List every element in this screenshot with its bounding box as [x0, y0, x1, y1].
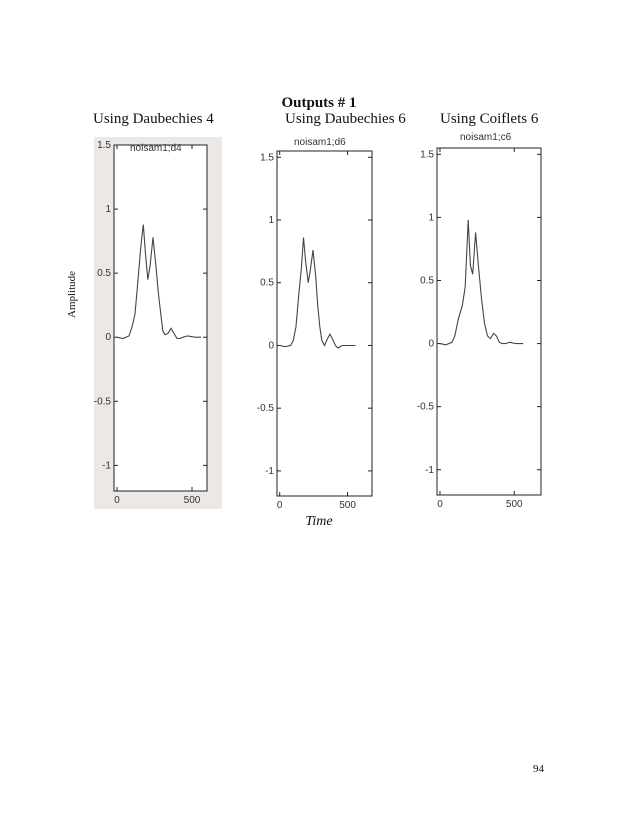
signal-line	[439, 219, 524, 346]
x-tick-label: 0	[437, 499, 443, 510]
plot-frame	[113, 144, 208, 492]
y-tick-label: 0.5	[97, 268, 111, 279]
y-tick-label: 1.5	[420, 149, 434, 160]
x-axis-label: Time	[305, 514, 333, 529]
x-tick-label: 500	[339, 500, 356, 511]
page-number: 94	[533, 763, 544, 775]
chart-panel-coiflets-6: noisam1;c6 -1 -0.5 0 0.5 1 1.5 0 500	[417, 132, 542, 510]
signal-line	[279, 237, 356, 349]
y-tick-label: 1	[428, 212, 434, 223]
plot-frame	[436, 147, 542, 496]
y-tick-label: -1	[425, 465, 434, 476]
y-tick-label: 0	[428, 339, 434, 350]
y-tick-label: 1	[105, 204, 111, 215]
y-tick-label: 1	[268, 215, 274, 226]
chart-panel-daubechies-6: noisam1;d6 -1 -0.5 0 0.5 1 1.5 0 500	[257, 137, 373, 511]
y-tick-label: -0.5	[94, 396, 112, 407]
signal-line	[116, 224, 201, 340]
y-tick-label: 0.5	[420, 275, 434, 286]
column-heading-daubechies-6: Using Daubechies 6	[285, 111, 406, 127]
column-heading-daubechies-4: Using Daubechies 4	[93, 111, 214, 127]
y-tick-label: -1	[102, 460, 111, 471]
chart-panel-daubechies-4: noisam1;d4 -1 -0.5 0 0.5 1 1.5 0 500	[94, 137, 222, 509]
column-heading-coiflets-6: Using Coiflets 6	[440, 111, 539, 127]
y-tick-label: -1	[265, 466, 274, 477]
y-tick-label: 1.5	[97, 140, 111, 151]
x-tick-label: 500	[184, 495, 201, 506]
plot-frame	[276, 150, 373, 497]
y-tick-label: 0.5	[260, 278, 274, 289]
plot-title: noisam1;d4	[130, 143, 182, 154]
y-tick-label: 1.5	[260, 152, 274, 163]
x-tick-label: 0	[277, 500, 283, 511]
x-tick-label: 500	[506, 499, 523, 510]
x-tick-label: 0	[114, 495, 120, 506]
page-title: Outputs # 1	[281, 95, 357, 111]
y-tick-label: -0.5	[257, 403, 275, 414]
y-tick-label: 0	[268, 340, 274, 351]
plot-title: noisam1;d6	[294, 137, 346, 148]
plot-title: noisam1;c6	[460, 132, 512, 143]
y-axis-label: Amplitude	[66, 270, 78, 318]
y-tick-label: 0	[105, 332, 111, 343]
y-tick-label: -0.5	[417, 402, 435, 413]
